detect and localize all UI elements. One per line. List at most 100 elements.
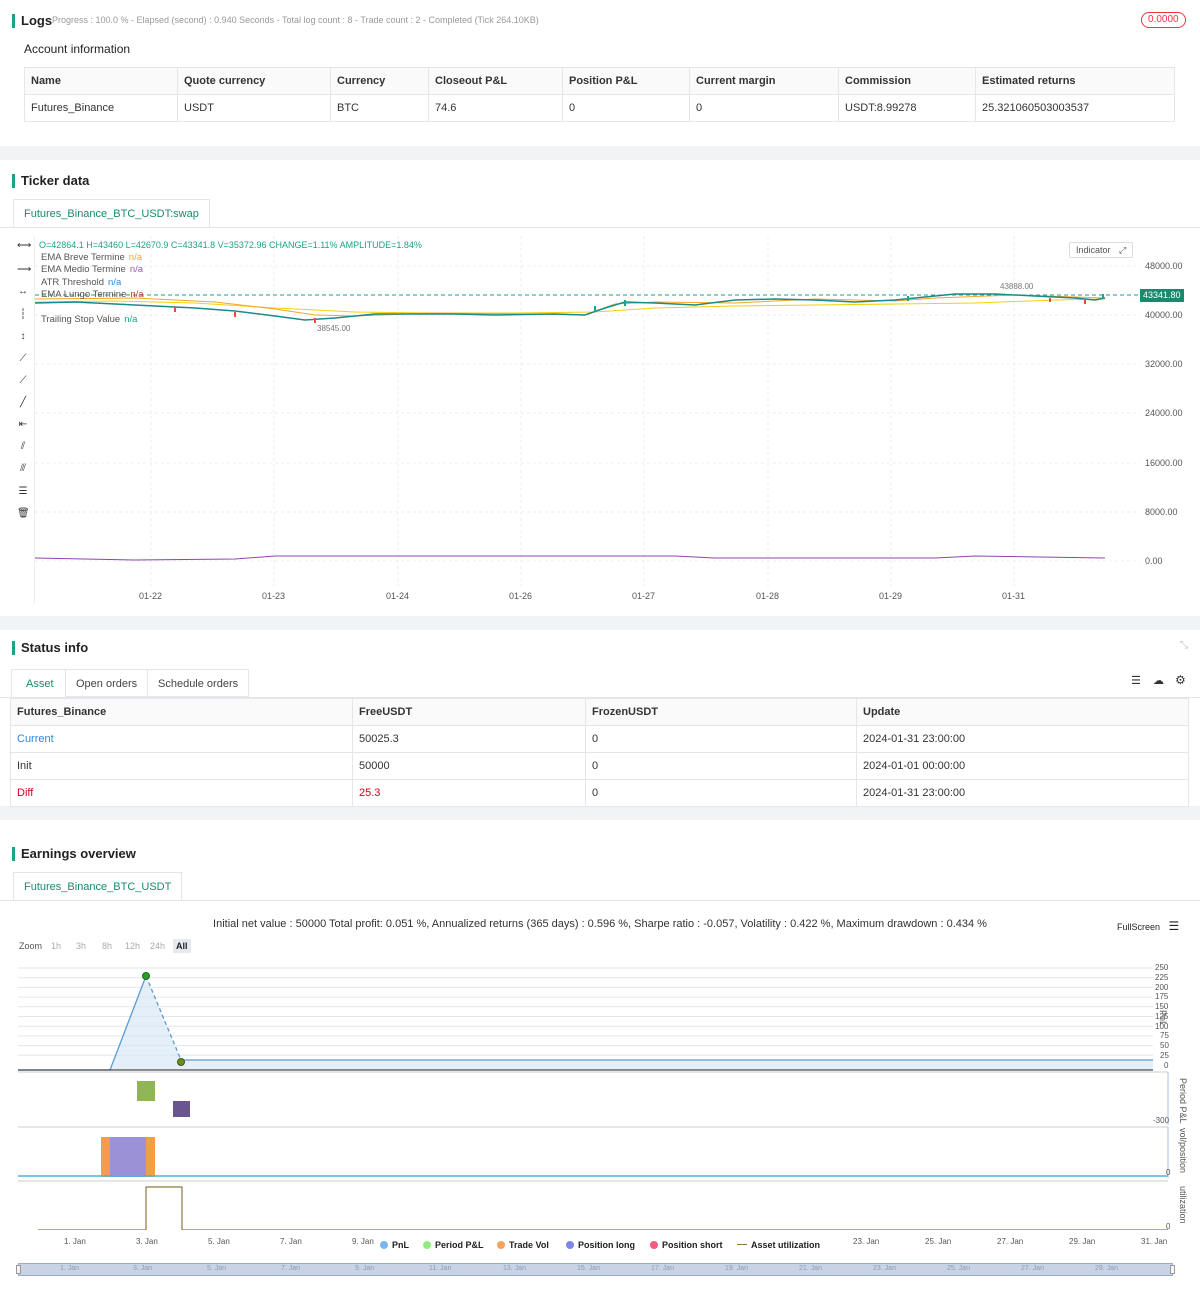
x-tick: 9. Jan [352,1237,374,1246]
zoom-8h[interactable]: 8h [102,941,113,951]
tab-ticker-symbol[interactable]: Futures_Binance_BTC_USDT:swap [13,199,210,228]
menu-icon[interactable]: ☰ [1168,919,1180,933]
cloud-upload-icon[interactable]: ☁ [1153,675,1164,687]
range-navigator[interactable] [16,1263,1175,1276]
vertical-line-icon[interactable]: ┆ [19,309,27,320]
trash-icon[interactable]: 🗑 [17,508,30,519]
cell-current-margin: 0 [689,94,839,122]
navigator-handle-right[interactable] [1170,1265,1175,1274]
tab-earnings-symbol[interactable]: Futures_Binance_BTC_USDT [13,872,183,901]
fibonacci-icon[interactable]: ⫻ [20,463,26,474]
legend-position-long-label: Position long [578,1240,635,1250]
x-tick: 23. Jan [853,1237,880,1246]
legend-position-short[interactable]: Position short [650,1240,723,1250]
price-line-icon[interactable]: ⇤ [18,419,28,430]
legend-ema-medium-value: n/a [129,264,144,275]
table-row: Current 50025.3 0 2024-01-31 23:00:00 [10,725,1189,753]
zoom-all[interactable]: All [173,939,191,953]
x-tick: 01-27 [632,591,656,601]
pnl-chart[interactable] [18,960,1178,1230]
legend-ema-short: EMA Breve Termine n/a [41,252,142,263]
navigator-handle-left[interactable] [16,1265,21,1274]
x-tick: 31. Jan [1141,1237,1168,1246]
x-tick: 01-24 [386,591,410,601]
settings-icon[interactable]: ⚙ [1175,673,1186,687]
tab-open-orders[interactable]: Open orders [65,669,149,697]
legend-position-long[interactable]: Position long [566,1240,635,1250]
navigator-ticks: 1. Jan 3. Jan 5. Jan 7. Jan 9. Jan 11. J… [18,1265,1173,1275]
zoom-24h[interactable]: 24h [150,941,166,951]
pnl-y-tick: 250 [1155,963,1169,972]
y-tick: 32000.00 [1145,359,1183,369]
nav-tick: 29. Jan [1095,1265,1118,1272]
indicator-button-label: Indicator [1076,245,1111,255]
parallel-channel-icon[interactable]: ⫽ [20,441,26,452]
period-pnl-bar-positive [137,1081,155,1101]
pnl-y-tick: 50 [1160,1041,1169,1050]
utilization-tick: 0 [1166,1222,1171,1231]
legend-period-pnl-label: Period P&L [435,1240,484,1250]
logs-title: Logs [12,13,52,28]
cell-closeout-pnl: 74.6 [428,94,563,122]
y-tick: 8000.00 [1145,507,1178,517]
trend-line-icon[interactable]: ⟋ [19,353,27,364]
tab-asset[interactable]: Asset [11,669,69,697]
expand-icon[interactable]: ⤢ [1119,245,1127,255]
x-tick: 01-23 [262,591,286,601]
x-tick: 27. Jan [997,1237,1024,1246]
col-current-margin: Current margin [689,67,839,95]
cell-commission: USDT:8.99278 [838,94,976,122]
vol-position-axis-title: vol/position [1178,1128,1188,1174]
legend-trade-vol-label: Trade Vol [509,1240,549,1250]
zoom-3h[interactable]: 3h [76,941,87,951]
candlestick-chart[interactable]: O=42864.1 H=43460 L=42670.9 C=43341.8 V=… [34,236,1140,604]
horizontal-line-icon[interactable]: ⟷ [17,240,32,251]
zoom-12h[interactable]: 12h [125,941,141,951]
pnl-y-tick: 200 [1155,983,1169,992]
legend-period-pnl[interactable]: Period P&L [423,1240,484,1250]
row-label-current: Current [10,725,353,753]
legend-asset-utilization[interactable]: Asset utilization [737,1240,820,1250]
asset-utilization-line-icon [737,1244,747,1245]
legend-trade-vol[interactable]: Trade Vol [497,1240,549,1250]
ohlc-readout: O=42864.1 H=43460 L=42670.9 C=43341.8 V=… [39,240,422,250]
horizontal-ray-icon[interactable]: ⟶ [17,264,32,275]
pnl-y-tick: 0 [1164,1061,1169,1070]
logs-panel: Logs Progress : 100.0 % - Elapsed (secon… [0,0,1200,146]
list-icon[interactable]: ☰ [1131,675,1141,687]
x-tick: 01-28 [756,591,780,601]
legend-atr-value: n/a [108,277,122,288]
pnl-y-tick: 150 [1155,1002,1169,1011]
zoom-1h[interactable]: 1h [51,941,62,951]
legend-atr-name: ATR Threshold [41,277,105,288]
fullscreen-button[interactable]: FullScreen ☰ [1117,919,1179,933]
cell-free: 50000 [352,752,586,780]
indicator-button[interactable]: Indicator ⤢ [1069,242,1134,258]
x-tick: 01-29 [879,591,903,601]
tab-schedule-orders[interactable]: Schedule orders [147,669,250,697]
nav-tick: 7. Jan [281,1265,301,1272]
col-quote-currency: Quote currency [177,67,331,95]
earnings-panel: Earnings overview Futures_Binance_BTC_US… [0,820,1200,1297]
pnl-y-tick: 100 [1155,1022,1169,1031]
cell-update: 2024-01-31 23:00:00 [856,779,1189,807]
legend-ema-long: EMA Lungo Termine n/a [41,289,144,300]
pnl-drop-point [177,1058,185,1066]
cell-estimated-returns: 25.321060503003537 [975,94,1175,122]
price-tag: 43341.80 [1140,289,1184,302]
period-pnl-bar-negative [173,1101,190,1117]
segment-icon[interactable]: ╱ [19,397,27,408]
x-tick: 1. Jan [64,1237,86,1246]
col-frozen-usdt: FrozenUSDT [585,698,857,726]
period-pnl-tick: -300 [1153,1116,1170,1125]
pnl-y-tick: 225 [1155,973,1169,982]
vertical-segment-icon[interactable]: ↕ [20,331,26,342]
legend-pnl[interactable]: PnL [380,1240,409,1250]
extended-line-icon[interactable]: ↔ [18,286,28,297]
nav-tick: 11. Jan [429,1265,452,1272]
ruler-icon[interactable]: ☰ [18,486,28,497]
ray-icon[interactable]: ⟋ [19,375,27,386]
legend-ema-long-value: n/a [130,289,144,300]
legend-ema-medium-name: EMA Medio Termine [41,264,126,275]
collapse-icon[interactable]: ⤡ [1180,640,1188,651]
